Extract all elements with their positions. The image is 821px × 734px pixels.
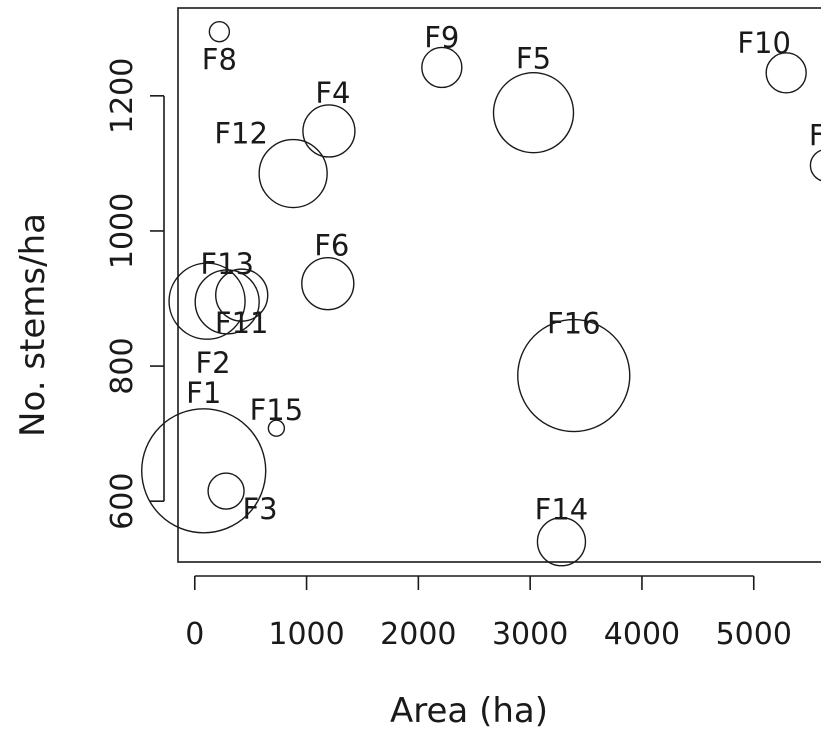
point-label-f15: F15 <box>250 393 304 427</box>
bubble-f14 <box>536 517 587 567</box>
bubble-f3 <box>207 472 245 510</box>
bubble-f10 <box>765 52 807 94</box>
bubble-f7 <box>809 149 821 182</box>
point-label-f3: F3 <box>243 492 278 526</box>
x-tick-label: 2000 <box>380 617 456 652</box>
plot-border <box>177 7 821 563</box>
point-label-f12: F12 <box>214 117 268 151</box>
point-label-f13: F13 <box>200 247 254 281</box>
bubble-f2 <box>168 262 246 340</box>
point-label-f5: F5 <box>516 42 551 76</box>
bubble-f6 <box>301 256 355 311</box>
y-tick-label: 800 <box>105 337 140 394</box>
point-label-f11: F11 <box>215 306 269 340</box>
y-axis-title: No. stems/ha <box>13 213 53 437</box>
point-label-f6: F6 <box>314 229 349 263</box>
x-tick-label: 0 <box>185 617 204 652</box>
x-axis: 0 1000 2000 3000 4000 5000 <box>185 575 792 652</box>
point-label-f1: F1 <box>186 376 221 410</box>
bubble-f9 <box>421 46 463 89</box>
bubble-f4 <box>302 104 356 158</box>
point-label-f14: F14 <box>535 493 589 527</box>
x-tick-label: 3000 <box>492 617 568 652</box>
bubble-f15 <box>267 419 286 437</box>
point-label-f16: F16 <box>547 307 601 341</box>
plot-frame <box>177 7 821 563</box>
x-tick-label: 4000 <box>604 617 680 652</box>
point-label-f7: F7 <box>809 118 821 152</box>
point-label-f10: F10 <box>737 26 791 60</box>
y-tick-label: 1000 <box>105 193 140 269</box>
y-axis: 600 800 1000 1200 <box>105 58 165 530</box>
bubble-f16 <box>517 318 631 433</box>
point-label-f8: F8 <box>202 43 237 77</box>
y-tick-label: 1200 <box>105 58 140 134</box>
y-tick-label: 600 <box>105 473 140 530</box>
bubble-f8 <box>208 20 231 43</box>
x-axis-title: Area (ha) <box>390 691 548 731</box>
bubbles-layer <box>141 20 821 567</box>
bubble-f5 <box>492 72 575 154</box>
point-label-f9: F9 <box>424 20 459 54</box>
bubble-f12 <box>258 138 328 209</box>
bubble-f1 <box>141 408 267 534</box>
x-tick-label: 1000 <box>268 617 344 652</box>
point-label-f4: F4 <box>315 76 350 110</box>
bubble-f13 <box>194 269 260 335</box>
point-label-f2: F2 <box>195 346 230 380</box>
bubble-f11 <box>215 268 269 322</box>
x-tick-label: 5000 <box>716 617 792 652</box>
